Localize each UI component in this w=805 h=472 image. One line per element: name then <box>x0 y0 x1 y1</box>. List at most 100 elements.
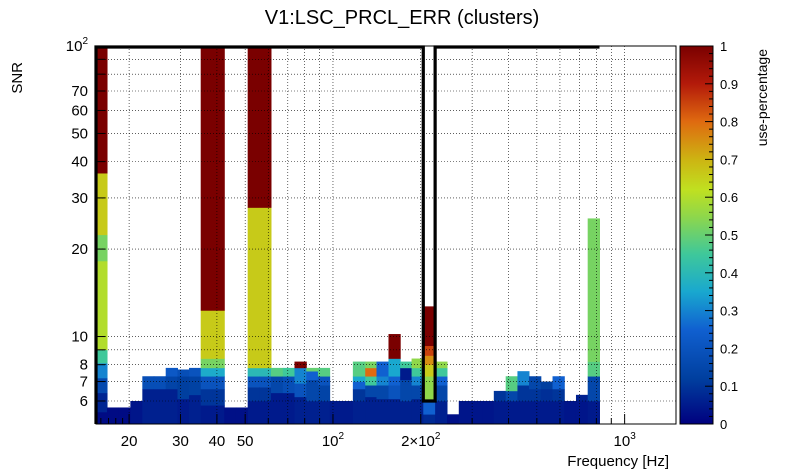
heatmap-cell <box>212 358 225 369</box>
x-tick-label: 103 <box>614 431 637 450</box>
heatmap-cell <box>540 381 554 390</box>
heatmap-cell <box>259 387 272 402</box>
heatmap-cell <box>259 207 272 369</box>
heatmap-cell <box>365 396 377 425</box>
x-axis-label: Frequency [Hz] <box>567 453 669 470</box>
heatmap-cell <box>96 260 108 351</box>
heatmap-cell <box>435 376 448 386</box>
heatmap-cell <box>587 400 600 425</box>
heatmap-cell <box>376 385 389 400</box>
heatmap-cell <box>540 400 554 425</box>
heatmap-cell <box>189 367 202 377</box>
color-scale-tick-label: 0 <box>720 417 727 432</box>
heatmap-cell <box>423 364 436 377</box>
heatmap-cell <box>329 400 343 425</box>
heatmap-cell <box>270 367 284 377</box>
heatmap-cell <box>294 396 307 425</box>
heatmap-cell <box>96 411 108 425</box>
color-scale-tick-label: 0.4 <box>720 266 738 281</box>
heatmap-cell <box>423 355 436 365</box>
heatmap-cell <box>575 400 589 425</box>
chart-title: V1:LSC_PRCL_ERR (clusters) <box>265 7 540 29</box>
heatmap-cell <box>165 367 178 377</box>
color-scale-tick-label: 0.9 <box>720 77 738 92</box>
heatmap-cell <box>435 367 448 377</box>
heatmap-cell <box>365 385 377 398</box>
heatmap-cell <box>212 376 225 390</box>
heatmap-cell <box>200 358 213 369</box>
heatmap-cell <box>224 407 237 425</box>
heatmap-cell <box>587 218 600 362</box>
heatmap-cell <box>247 387 260 402</box>
heatmap-cell <box>317 400 331 425</box>
heatmap-cell <box>564 400 577 425</box>
y-tick-label: 102 <box>66 36 89 55</box>
heatmap-cell <box>270 392 284 425</box>
heatmap-cell <box>493 400 507 425</box>
heatmap-cell <box>341 400 354 425</box>
heatmap-cell <box>435 400 448 425</box>
heatmap-cell <box>306 379 319 402</box>
heatmap-cell <box>153 376 167 390</box>
heatmap-cell <box>388 334 401 359</box>
y-tick-label: 8 <box>80 357 88 374</box>
heatmap-cell <box>400 361 413 369</box>
heatmap-cell <box>411 376 424 386</box>
heatmap-cell <box>96 392 108 413</box>
heatmap-cell <box>365 376 377 386</box>
y-axis-label: SNR <box>9 62 26 94</box>
heatmap-cell <box>423 306 436 346</box>
heatmap-cell <box>96 363 108 379</box>
heatmap-cell <box>423 345 436 356</box>
y-tick-label: 60 <box>71 102 88 119</box>
heatmap-cell <box>247 400 260 425</box>
color-scale-tick-label: 0.7 <box>720 152 738 167</box>
heatmap-cell <box>447 414 460 425</box>
heatmap-cell <box>505 376 518 392</box>
heatmap-cell <box>189 376 202 396</box>
heatmap-cell <box>212 46 225 311</box>
heatmap-cell <box>96 46 108 174</box>
heatmap-cell <box>200 310 213 359</box>
heatmap-cell <box>200 388 213 406</box>
heatmap-cell <box>517 400 530 425</box>
heatmap-cell <box>259 46 272 208</box>
heatmap-cell <box>552 376 565 390</box>
heatmap-cell <box>470 400 483 425</box>
color-scale-tick-label: 0.6 <box>720 190 738 205</box>
heatmap-cell <box>388 358 401 377</box>
color-scale: 0 0.1 0.2 0.3 0.4 0.5 0.6 0.7 0.8 0.9 1 <box>679 39 738 432</box>
heatmap-cell <box>493 390 507 402</box>
heatmap-cell <box>400 379 413 402</box>
color-scale-tick-label: 0.2 <box>720 341 738 356</box>
heatmap-cell <box>423 414 436 425</box>
y-tick-label: 40 <box>71 154 88 171</box>
heatmap-cell <box>189 394 202 425</box>
x-tick-label: 30 <box>172 433 189 450</box>
grid-lines <box>96 46 676 424</box>
heatmap-cell <box>247 376 260 388</box>
x-tick-label: 20 <box>121 433 138 450</box>
heatmap-cell <box>118 407 131 425</box>
heatmap-cell <box>235 407 249 425</box>
heatmap-cell <box>587 376 600 402</box>
axes: 20 30 40 50 102 2×102 103 6 78 10 20 30 40 50 60 70 102 <box>66 36 677 450</box>
heatmap-cell <box>365 361 377 369</box>
color-scale-tick-label: 0.1 <box>720 379 738 394</box>
heatmap-cell <box>130 400 143 425</box>
heatmap-cell <box>529 388 542 402</box>
heatmap-cell <box>282 392 295 425</box>
heatmap-cell <box>142 376 155 390</box>
heatmap-cell <box>517 371 530 386</box>
highlight-outline <box>94 45 600 403</box>
heatmap-cell <box>317 367 331 377</box>
heatmap-cell <box>435 385 448 402</box>
heatmap-cell <box>96 377 108 394</box>
x-tick-label: 40 <box>209 433 226 450</box>
heatmap-cell <box>165 376 178 390</box>
heatmap-cell <box>142 388 155 425</box>
heatmap-cell <box>400 367 413 381</box>
heatmap-cell <box>411 367 424 377</box>
color-scale-tick-label: 0.3 <box>720 304 738 319</box>
